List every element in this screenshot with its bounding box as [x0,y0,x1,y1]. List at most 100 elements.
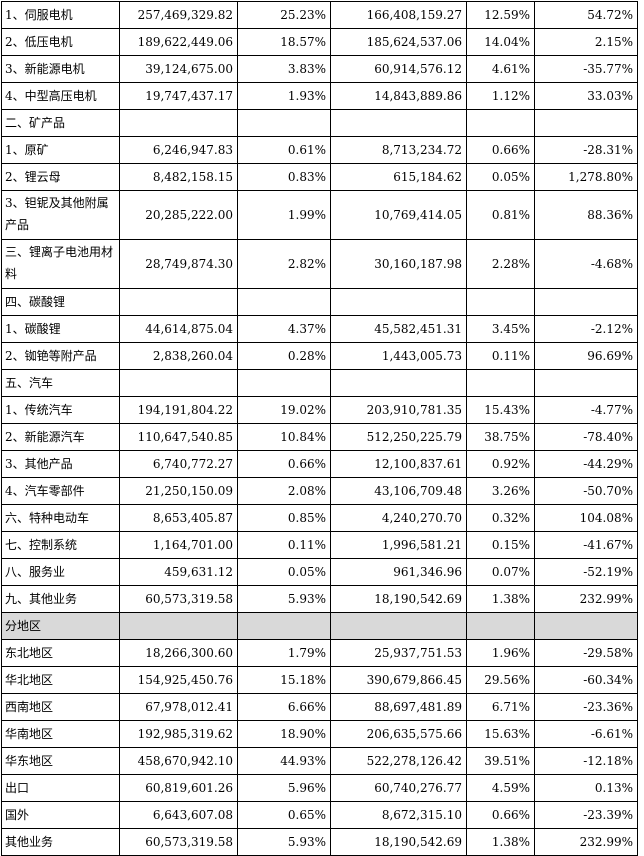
current-ratio-cell: 2.82% [237,239,331,289]
change-rate-cell: -78.40% [534,423,638,451]
current-amount-cell: 8,482,158.15 [119,163,238,191]
change-rate-cell: -2.12% [534,315,638,343]
current-ratio-cell [237,288,331,316]
row-label: 出口 [1,774,120,802]
current-ratio-cell: 15.18% [237,666,331,694]
prior-amount-cell: 961,346.96 [330,558,467,586]
change-rate-cell: 232.99% [534,585,638,613]
current-amount-cell [119,288,238,316]
prior-amount-cell: 30,160,187.98 [330,239,467,289]
row-label: 2、铷铯等附产品 [1,342,120,370]
prior-amount-cell: 522,278,126.42 [330,747,467,775]
row-label: 2、锂云母 [1,163,120,191]
prior-amount-cell: 390,679,866.45 [330,666,467,694]
table-row: 七、控制系统 1,164,701.00 0.11% 1,996,581.21 0.15%… [1,531,638,559]
current-ratio-cell: 0.61% [237,136,331,164]
change-rate-cell: 33.03% [534,82,638,110]
row-label: 西南地区 [1,693,120,721]
change-rate-cell: 96.69% [534,342,638,370]
row-label: 华北地区 [1,666,120,694]
prior-amount-cell: 60,914,576.12 [330,55,467,83]
current-ratio-cell: 25.23% [237,1,331,29]
current-amount-cell: 39,124,675.00 [119,55,238,83]
change-rate-cell: -28.31% [534,136,638,164]
table-row: 3、其他产品 6,740,772.27 0.66% 12,100,837.61 0.92… [1,450,638,478]
current-amount-cell: 21,250,150.09 [119,477,238,505]
row-label: 华东地区 [1,747,120,775]
prior-ratio-cell: 1.38% [466,828,535,856]
table-row: 4、中型高压电机 19,747,437.17 1.93% 14,843,889.86 1… [1,82,638,110]
row-label: 分地区 [1,612,120,640]
prior-amount-cell: 166,408,159.27 [330,1,467,29]
row-label: 七、控制系统 [1,531,120,559]
change-rate-cell [534,109,638,137]
prior-amount-cell: 18,190,542.69 [330,585,467,613]
table-row: 3、新能源电机 39,124,675.00 3.83% 60,914,576.12 4.… [1,55,638,83]
prior-amount-cell: 512,250,225.79 [330,423,467,451]
prior-ratio-cell: 15.43% [466,396,535,424]
prior-amount-cell: 1,996,581.21 [330,531,467,559]
table-row: 五、汽车 [1,369,638,397]
current-ratio-cell: 1.79% [237,639,331,667]
prior-amount-cell: 14,843,889.86 [330,82,467,110]
prior-amount-cell: 18,190,542.69 [330,828,467,856]
current-amount-cell: 6,740,772.27 [119,450,238,478]
current-amount-cell: 44,614,875.04 [119,315,238,343]
table-row: 2、新能源汽车 110,647,540.85 10.84% 512,250,225.7… [1,423,638,451]
current-amount-cell [119,612,238,640]
change-rate-cell: -4.68% [534,239,638,289]
row-label: 八、服务业 [1,558,120,586]
row-label: 4、汽车零部件 [1,477,120,505]
table-row: 三、锂离子电池用材料 28,749,874.30 2.82% 30,160,187.9… [1,239,638,289]
current-amount-cell [119,369,238,397]
table-row: 四、碳酸锂 [1,288,638,316]
prior-amount-cell: 8,713,234.72 [330,136,467,164]
table-row: 华南地区 192,985,319.62 18.90% 206,635,575.66 15… [1,720,638,748]
prior-amount-cell [330,612,467,640]
row-label: 1、原矿 [1,136,120,164]
row-label: 2、低压电机 [1,28,120,56]
table-row: 2、铷铯等附产品 2,838,260.04 0.28% 1,443,005.73 0.1… [1,342,638,370]
current-ratio-cell: 10.84% [237,423,331,451]
prior-ratio-cell: 4.61% [466,55,535,83]
row-label: 1、传统汽车 [1,396,120,424]
current-amount-cell: 6,246,947.83 [119,136,238,164]
row-label: 华南地区 [1,720,120,748]
prior-amount-cell: 1,443,005.73 [330,342,467,370]
prior-ratio-cell: 1.96% [466,639,535,667]
current-amount-cell: 189,622,449.06 [119,28,238,56]
prior-ratio-cell: 3.45% [466,315,535,343]
row-label: 其他业务 [1,828,120,856]
current-ratio-cell: 4.37% [237,315,331,343]
prior-ratio-cell: 2.28% [466,239,535,289]
current-amount-cell: 154,925,450.76 [119,666,238,694]
current-amount-cell: 60,573,319.58 [119,585,238,613]
table-row: 1、原矿 6,246,947.83 0.61% 8,713,234.72 0.66% -2… [1,136,638,164]
change-rate-cell: 1,278.80% [534,163,638,191]
current-amount-cell: 60,819,601.26 [119,774,238,802]
table-row: 六、特种电动车 8,653,405.87 0.85% 4,240,270.70 0.32… [1,504,638,532]
prior-amount-cell: 12,100,837.61 [330,450,467,478]
prior-ratio-cell: 12.59% [466,1,535,29]
current-ratio-cell: 0.83% [237,163,331,191]
current-ratio-cell: 2.08% [237,477,331,505]
change-rate-cell: -35.77% [534,55,638,83]
prior-ratio-cell: 3.26% [466,477,535,505]
current-ratio-cell: 0.28% [237,342,331,370]
prior-amount-cell: 88,697,481.89 [330,693,467,721]
current-ratio-cell: 1.99% [237,190,331,240]
current-amount-cell: 2,838,260.04 [119,342,238,370]
change-rate-cell: -12.18% [534,747,638,775]
prior-ratio-cell: 39.51% [466,747,535,775]
current-amount-cell [119,109,238,137]
prior-ratio-cell: 4.59% [466,774,535,802]
current-ratio-cell [237,612,331,640]
current-ratio-cell: 6.66% [237,693,331,721]
current-ratio-cell [237,369,331,397]
prior-ratio-cell: 38.75% [466,423,535,451]
table-row: 其他业务 60,573,319.58 5.93% 18,190,542.69 1.38%… [1,828,638,856]
prior-ratio-cell: 0.81% [466,190,535,240]
table-row: 4、汽车零部件 21,250,150.09 2.08% 43,106,709.48 3.… [1,477,638,505]
current-amount-cell: 192,985,319.62 [119,720,238,748]
